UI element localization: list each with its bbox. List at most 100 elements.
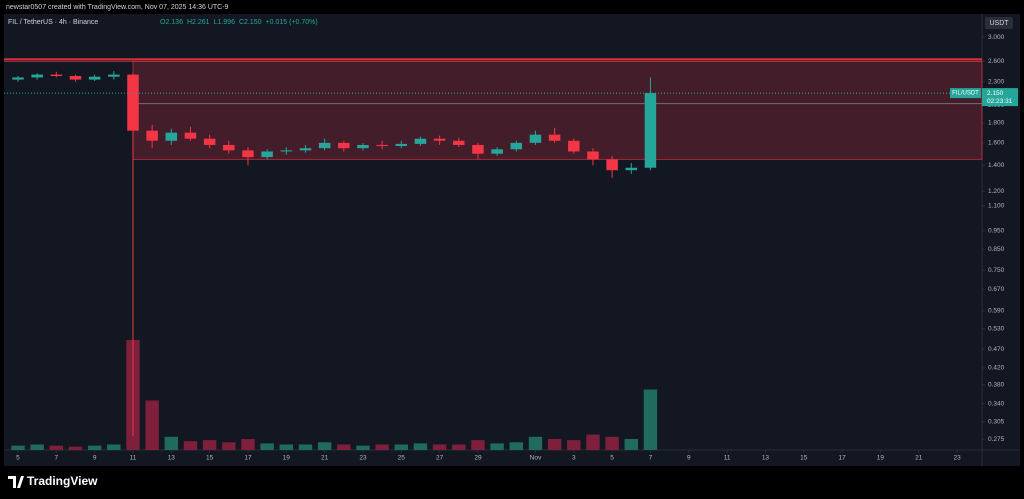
y-tick-label: 0.470 [988, 346, 1005, 353]
volume-bar [605, 436, 619, 450]
y-tick-label: 0.275 [988, 436, 1005, 443]
candle-body [146, 130, 158, 141]
candle-body [587, 151, 599, 160]
candle-body [69, 76, 82, 80]
candle-body [644, 93, 657, 168]
volume-bar [30, 444, 44, 450]
logo-mark [8, 476, 24, 488]
candle-body [606, 159, 618, 171]
volume-bar [586, 434, 600, 450]
countdown: 02:23:31 [987, 98, 1013, 105]
ohlc-value: L1.996 [214, 19, 236, 26]
candle-body [127, 74, 139, 131]
candle-body [242, 150, 254, 158]
plot: 3.0002.6002.3002.0001.8001.6001.4001.200… [4, 34, 1018, 462]
candle-body [395, 143, 408, 147]
volume-bar [11, 445, 25, 450]
y-tick-label: 2.600 [988, 58, 1005, 65]
x-tick-label: 21 [321, 455, 329, 462]
x-tick-label: 17 [244, 455, 252, 462]
y-tick-label: 3.000 [988, 34, 1005, 41]
volume-bar [490, 443, 504, 450]
volume-bar [107, 444, 121, 450]
volume-bar [202, 440, 217, 450]
candle-body [625, 167, 638, 171]
y-tick-label: 1.100 [988, 203, 1005, 210]
zone [132, 60, 983, 160]
x-tick-label: Nov [530, 455, 542, 462]
symbol: FIL / TetherUS · 4h · Binance [8, 19, 98, 26]
x-tick-label: 9 [93, 455, 97, 462]
volume-bar [279, 444, 294, 450]
volume-bar [567, 440, 581, 450]
x-tick-label: 19 [877, 455, 885, 462]
x-tick-label: 15 [206, 455, 214, 462]
volume-bar [413, 443, 428, 450]
candle-body [184, 132, 197, 139]
candle-body [203, 138, 216, 145]
x-tick-label: 23 [953, 455, 961, 462]
x-tick-label: 5 [16, 455, 20, 462]
candle-body [261, 151, 273, 158]
x-tick-label: 21 [915, 455, 923, 462]
candle-body [568, 140, 580, 152]
y-tick-label: 1.200 [988, 188, 1005, 195]
y-tick-label: 0.670 [988, 286, 1005, 293]
candle-body [414, 138, 427, 144]
ohlc-value: H2.261 [187, 19, 210, 26]
y-tick-label: 0.380 [988, 382, 1005, 389]
candle-body [223, 144, 235, 151]
candle-body [510, 142, 523, 150]
candle-body [376, 144, 388, 147]
candle-body [165, 132, 178, 141]
y-tick-label: 0.850 [988, 246, 1005, 253]
volume-bar [317, 442, 332, 450]
x-tick-label: 17 [838, 455, 846, 462]
volume-bar [624, 439, 638, 450]
x-tick-label: 25 [398, 455, 406, 462]
volume-bar [394, 444, 409, 450]
x-tick-label: 3 [572, 455, 576, 462]
x-tick-label: 19 [283, 455, 291, 462]
volume-bar [68, 446, 83, 450]
y-tick-label: 0.950 [988, 227, 1005, 234]
volume-bar [375, 444, 389, 450]
last-price-name-box [950, 88, 981, 99]
candle-body [338, 142, 350, 149]
candle-body [299, 148, 312, 151]
last-price-box [982, 88, 1018, 107]
y-tick-label: 0.340 [988, 400, 1005, 407]
volume-bar [471, 440, 485, 450]
volume-bar [547, 439, 562, 450]
candle-body [31, 74, 43, 78]
candle-body [50, 74, 63, 77]
volume-bar [509, 442, 523, 450]
volume-bar [222, 442, 236, 450]
candle-body [529, 134, 542, 143]
volume-bar [164, 436, 179, 450]
x-tick-label: 5 [610, 455, 614, 462]
volume-bar [87, 445, 102, 450]
y-tick-label: 2.300 [988, 78, 1005, 85]
x-tick-label: 7 [55, 455, 59, 462]
last-price-name: FIL/USDT [952, 91, 979, 97]
candle-body [433, 138, 446, 141]
x-tick-label: 11 [724, 455, 731, 462]
brand: TradingView [27, 474, 98, 488]
ohlc-value: O2.136 [160, 19, 183, 26]
unit-box [985, 17, 1013, 29]
candle-body [548, 134, 561, 141]
volume-bar [432, 444, 447, 450]
candle-body [280, 150, 293, 152]
volume-bar [452, 444, 466, 450]
x-tick-label: 7 [649, 455, 653, 462]
y-tick-label: 0.590 [988, 307, 1005, 314]
candle-body [12, 77, 24, 80]
candle-body [453, 140, 465, 145]
x-tick-label: 13 [168, 455, 176, 462]
axis-unit: USDT [989, 20, 1009, 27]
x-tick-label: 13 [762, 455, 770, 462]
y-tick-label: 1.800 [988, 120, 1005, 127]
last-price-label: 2.150 [987, 90, 1004, 97]
x-tick-label: 15 [800, 455, 808, 462]
